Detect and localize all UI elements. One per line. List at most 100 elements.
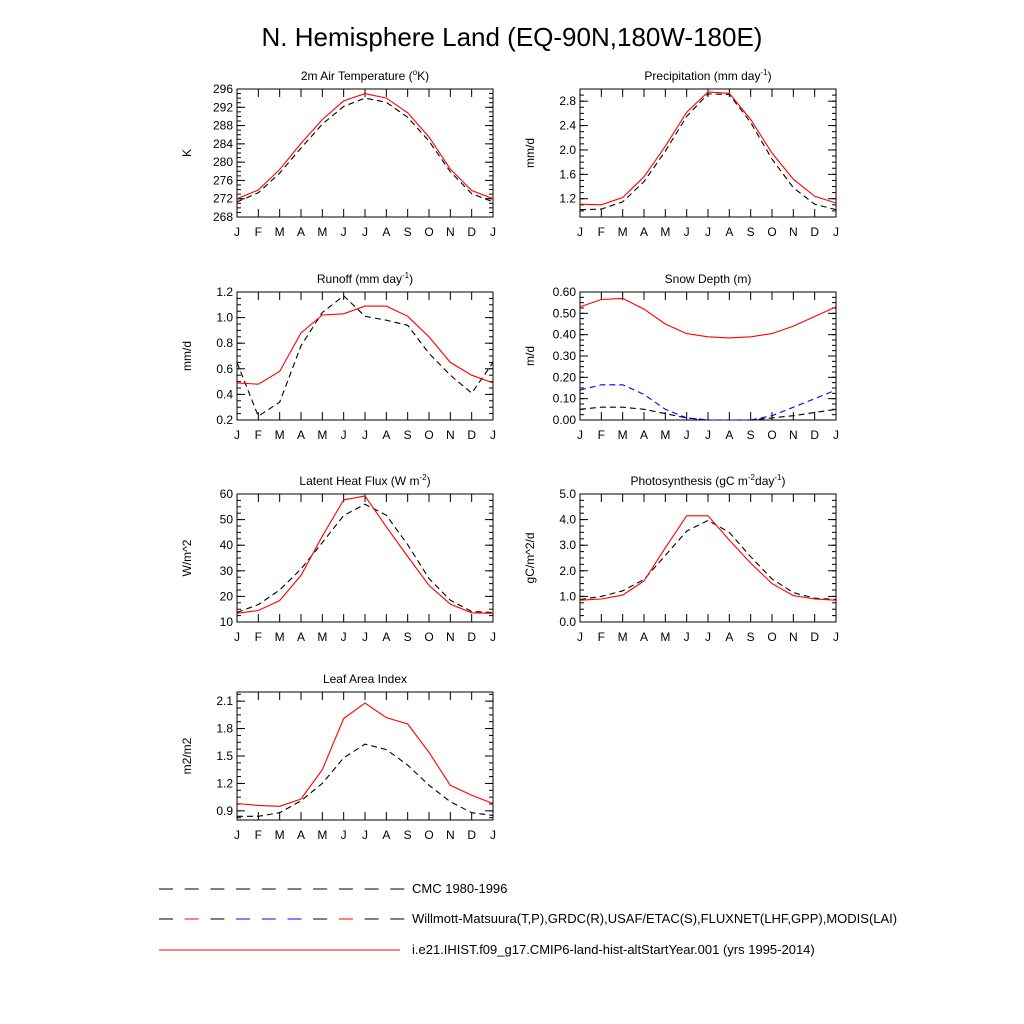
y-tick-label: 1.6 (559, 167, 576, 181)
x-tick-label: A (297, 225, 305, 239)
x-tick-label: J (341, 225, 347, 239)
series-line-model (236, 702, 494, 807)
x-tick-label: D (467, 630, 476, 644)
x-tick-label: J (684, 225, 690, 239)
y-tick-label: 60 (220, 487, 234, 501)
x-tick-label: F (598, 630, 605, 644)
series-line-cmc (579, 384, 837, 421)
legend: CMC 1980-1996 Willmott-Matsuura(T,P),GRDC… (159, 881, 897, 957)
y-tick-label: 2.0 (559, 564, 576, 578)
x-tick-label: J (234, 225, 240, 239)
x-tick-label: A (382, 828, 390, 842)
plot-frame (579, 493, 837, 623)
panel-3: Runoff (mm day-1) mm/d 0.2 0.4 0.6 0.8 1.0 1.2 J… (180, 271, 496, 442)
y-tick-label: 280 (213, 155, 233, 169)
y-tick-label: 276 (213, 173, 233, 187)
x-tick-label: J (341, 630, 347, 644)
x-tick-label: J (234, 630, 240, 644)
panel-title: 2m Air Temperature (oK) (301, 68, 429, 83)
y-tick-label: 4.0 (559, 513, 576, 527)
y-tick-label: 1.0 (559, 589, 576, 603)
x-tick-label: J (362, 428, 368, 442)
x-tick-label: M (275, 428, 285, 442)
x-tick-label: M (317, 630, 327, 644)
x-tick-label: M (618, 630, 628, 644)
y-tick-label: 0.2 (216, 413, 233, 427)
x-tick-label: O (767, 630, 776, 644)
y-tick-label: 0.6 (216, 362, 233, 376)
x-tick-label: M (660, 630, 670, 644)
x-tick-label: O (424, 428, 433, 442)
x-tick-label: S (404, 828, 412, 842)
x-tick-label: D (467, 225, 476, 239)
x-tick-label: J (490, 828, 496, 842)
legend-label: Willmott-Matsuura(T,P),GRDC(R),USAF/ETAC… (412, 911, 897, 926)
series-line-model (579, 515, 837, 601)
y-tick-label: 2.4 (559, 119, 576, 133)
y-axis-label: mm/d (523, 138, 537, 168)
x-tick-label: A (382, 630, 390, 644)
x-tick-label: S (747, 428, 755, 442)
y-tick-label: 5.0 (559, 487, 576, 501)
y-axis-label: m2/m2 (180, 737, 194, 774)
x-tick-label: J (705, 630, 711, 644)
x-tick-label: J (490, 428, 496, 442)
x-tick-label: S (404, 428, 412, 442)
x-tick-label: O (424, 630, 433, 644)
x-tick-label: S (404, 630, 412, 644)
x-tick-label: M (660, 428, 670, 442)
y-axis-label: gC/m^2/d (523, 533, 537, 584)
plot-frame (579, 291, 837, 421)
x-tick-label: N (789, 630, 798, 644)
y-tick-label: 20 (220, 589, 234, 603)
x-tick-label: O (424, 225, 433, 239)
series-line-observed (579, 406, 837, 421)
x-tick-label: N (446, 828, 455, 842)
x-tick-label: M (618, 225, 628, 239)
x-tick-label: S (747, 630, 755, 644)
plot-frame (236, 291, 494, 421)
x-tick-label: D (810, 225, 819, 239)
panel-title: Photosynthesis (gC m-2day-1) (631, 473, 786, 488)
series-line-observed (237, 743, 494, 817)
panel-4: Snow Depth (m) m/d 0.00 0.10 0.20 0.30 0.40 0.5… (523, 272, 839, 442)
panel-6: Photosynthesis (gC m-2day-1) gC/m^2/d 0.0 1… (523, 473, 839, 644)
y-tick-label: 288 (213, 119, 233, 133)
y-tick-label: 0.20 (553, 370, 577, 384)
x-tick-label: J (234, 828, 240, 842)
legend-entry: Willmott-Matsuura(T,P),GRDC(R),USAF/ETAC… (159, 911, 897, 926)
x-tick-label: A (382, 225, 390, 239)
y-tick-label: 0.40 (553, 328, 577, 342)
series-line-model (579, 297, 837, 339)
series-line-observed (236, 97, 494, 203)
x-tick-label: J (705, 225, 711, 239)
plot-frame (236, 88, 494, 218)
x-tick-label: N (789, 428, 798, 442)
y-tick-label: 2.8 (559, 94, 576, 108)
plot-frame (236, 691, 494, 821)
y-tick-label: 1.5 (216, 749, 233, 763)
x-tick-label: M (317, 828, 327, 842)
y-tick-label: 296 (213, 82, 233, 96)
x-tick-label: J (833, 428, 839, 442)
x-tick-label: J (577, 630, 583, 644)
x-tick-label: D (810, 630, 819, 644)
y-tick-label: 0.9 (216, 804, 233, 818)
x-tick-label: F (255, 225, 262, 239)
x-tick-label: N (789, 225, 798, 239)
x-tick-label: M (317, 225, 327, 239)
x-tick-label: N (446, 225, 455, 239)
y-tick-label: 40 (220, 538, 234, 552)
x-tick-label: D (467, 828, 476, 842)
series-line-observed (236, 295, 494, 418)
panel-title: Leaf Area Index (323, 672, 407, 686)
y-tick-label: 10 (220, 615, 234, 629)
x-tick-label: F (255, 828, 262, 842)
x-tick-label: J (833, 225, 839, 239)
x-tick-label: D (810, 428, 819, 442)
y-tick-label: 1.8 (216, 722, 233, 736)
x-tick-label: O (424, 828, 433, 842)
x-tick-label: N (446, 428, 455, 442)
y-axis-label: K (180, 149, 194, 157)
